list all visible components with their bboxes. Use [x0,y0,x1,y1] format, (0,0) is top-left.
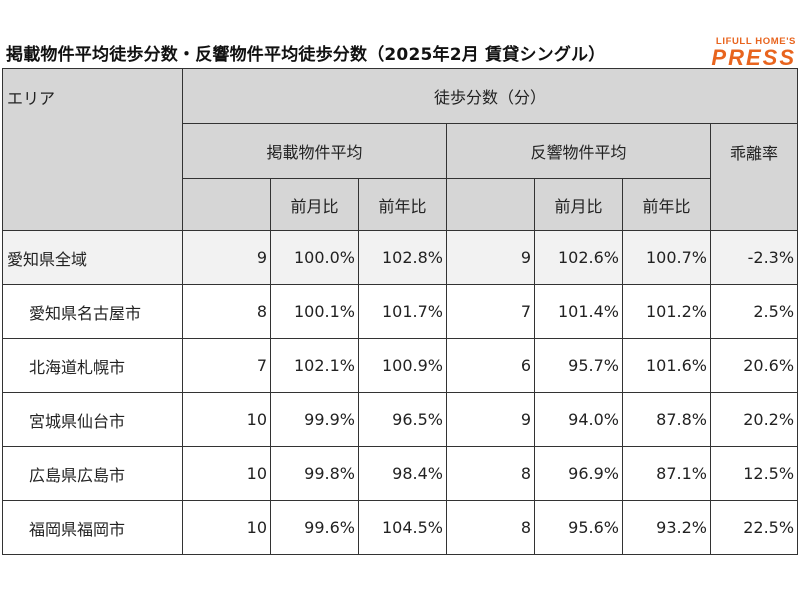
divergence-cell: 20.6% [709,338,799,393]
header-response-yoy: 前年比 [622,178,711,231]
response-mom-cell: 102.6% [534,230,623,285]
listed-mom-cell: 99.9% [270,392,359,447]
listed-avg-cell: 9 [182,230,271,285]
response-yoy-cell: 100.7% [622,230,711,285]
listed-mom-cell: 99.6% [270,500,359,555]
response-mom-cell: 95.7% [534,338,623,393]
response-yoy-cell: 87.1% [622,446,711,501]
response-avg-cell: 6 [446,338,535,393]
page-title: 掲載物件平均徒歩分数・反響物件平均徒歩分数（2025年2月 賃貸シングル） [6,45,606,65]
area-cell: 愛知県名古屋市 [2,284,183,339]
header-walk-minutes: 徒歩分数（分） [181,68,799,124]
table-row: 宮城県仙台市 10 99.9% 96.5% 9 94.0% 87.8% 20.2… [2,392,799,447]
listed-mom-cell: 99.8% [270,446,359,501]
response-mom-cell: 96.9% [534,446,623,501]
listed-yoy-cell: 96.5% [358,392,447,447]
listed-yoy-cell: 98.4% [358,446,447,501]
header-listed-avg: 掲載物件平均 [182,123,447,179]
listed-yoy-cell: 100.9% [358,338,447,393]
listed-mom-cell: 100.1% [270,284,359,339]
logo-main-text: PRESS [711,45,796,70]
divergence-cell: 2.5% [709,284,799,339]
listed-avg-cell: 10 [182,500,271,555]
table-row: 北海道札幌市 7 102.1% 100.9% 6 95.7% 101.6% 20… [2,338,799,393]
divergence-cell: 12.5% [709,446,799,501]
area-cell: 宮城県仙台市 [2,392,183,447]
response-yoy-cell: 101.2% [622,284,711,339]
response-yoy-cell: 87.8% [622,392,711,447]
area-cell: 愛知県全域 [2,230,183,285]
header-listed-mom: 前月比 [270,178,359,231]
response-avg-cell: 8 [446,500,535,555]
listed-avg-cell: 8 [182,284,271,339]
response-avg-cell: 9 [446,392,535,447]
response-mom-cell: 101.4% [534,284,623,339]
header-listed-value [182,178,271,231]
lifull-homes-press-logo: LIFULL HOME'S PRESS [686,36,796,69]
response-yoy-cell: 93.2% [622,500,711,555]
walk-minutes-table: エリア 徒歩分数（分） 掲載物件平均 反響物件平均 乖離率 前月比 前年比 前月… [2,68,799,555]
area-cell: 福岡県福岡市 [2,500,183,555]
listed-avg-cell: 7 [182,338,271,393]
header-response-avg: 反響物件平均 [446,123,711,179]
header-area: エリア [2,68,183,231]
table-row: 愛知県名古屋市 8 100.1% 101.7% 7 101.4% 101.2% … [2,284,799,339]
listed-avg-cell: 10 [182,392,271,447]
header-divergence: 乖離率 [709,123,799,231]
listed-mom-cell: 102.1% [270,338,359,393]
divergence-cell: 20.2% [709,392,799,447]
listed-avg-cell: 10 [182,446,271,501]
header-listed-yoy: 前年比 [358,178,447,231]
header-response-mom: 前月比 [534,178,623,231]
response-mom-cell: 95.6% [534,500,623,555]
response-avg-cell: 9 [446,230,535,285]
logo-top-text: LIFULL HOME'S [715,36,796,47]
listed-yoy-cell: 102.8% [358,230,447,285]
listed-yoy-cell: 104.5% [358,500,447,555]
response-avg-cell: 7 [446,284,535,339]
response-mom-cell: 94.0% [534,392,623,447]
area-cell: 北海道札幌市 [2,338,183,393]
listed-yoy-cell: 101.7% [358,284,447,339]
listed-mom-cell: 100.0% [270,230,359,285]
divergence-cell: -2.3% [709,230,799,285]
table-row: 広島県広島市 10 99.8% 98.4% 8 96.9% 87.1% 12.5… [2,446,799,501]
divergence-cell: 22.5% [709,500,799,555]
table-row: 愛知県全域 9 100.0% 102.8% 9 102.6% 100.7% -2… [2,230,799,285]
area-cell: 広島県広島市 [2,446,183,501]
header-response-value [446,178,535,231]
response-yoy-cell: 101.6% [622,338,711,393]
table-row: 福岡県福岡市 10 99.6% 104.5% 8 95.6% 93.2% 22.… [2,500,799,555]
response-avg-cell: 8 [446,446,535,501]
